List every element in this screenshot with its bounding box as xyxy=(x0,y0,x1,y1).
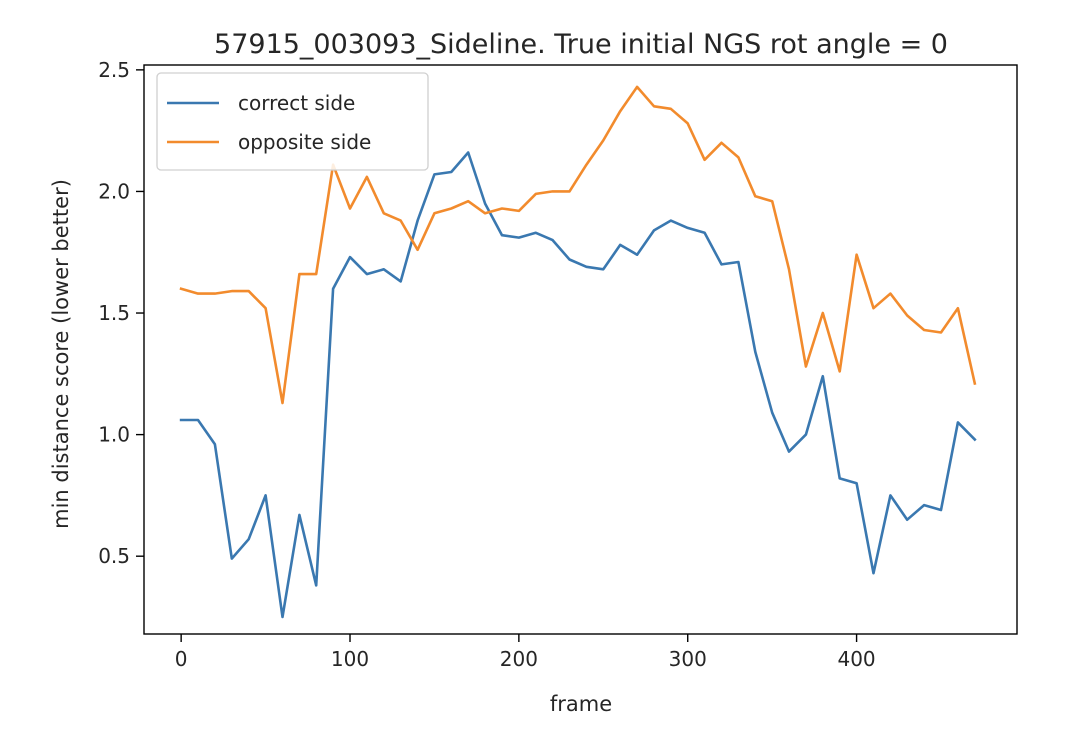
y-tick-label: 2.0 xyxy=(98,179,130,203)
y-tick-label: 0.5 xyxy=(98,544,130,568)
x-tick-label: 300 xyxy=(669,647,707,671)
y-tick-label: 1.0 xyxy=(98,423,130,447)
y-tick-label: 1.5 xyxy=(98,301,130,325)
x-tick-label: 100 xyxy=(331,647,369,671)
x-tick-label: 400 xyxy=(837,647,875,671)
series-line-correct-side xyxy=(179,151,977,619)
plot-area: 0 100 200 300 400 0.5 1.0 1.5 2.0 2.5 correct side… xyxy=(98,58,1018,671)
y-tick-label: 2.5 xyxy=(98,58,130,82)
x-tick-label: 200 xyxy=(500,647,538,671)
x-tick-label: 0 xyxy=(175,647,188,671)
legend-label-opposite-side: opposite side xyxy=(238,130,371,154)
legend-label-correct-side: correct side xyxy=(238,91,355,115)
series-line-opposite-side xyxy=(179,85,977,405)
x-axis-label: frame xyxy=(550,692,612,716)
chart-title: 57915_003093_Sideline. True initial NGS … xyxy=(214,29,948,60)
legend-box xyxy=(156,72,429,171)
plot-frame xyxy=(143,64,1018,635)
y-axis-label: min distance score (lower better) xyxy=(49,179,73,529)
